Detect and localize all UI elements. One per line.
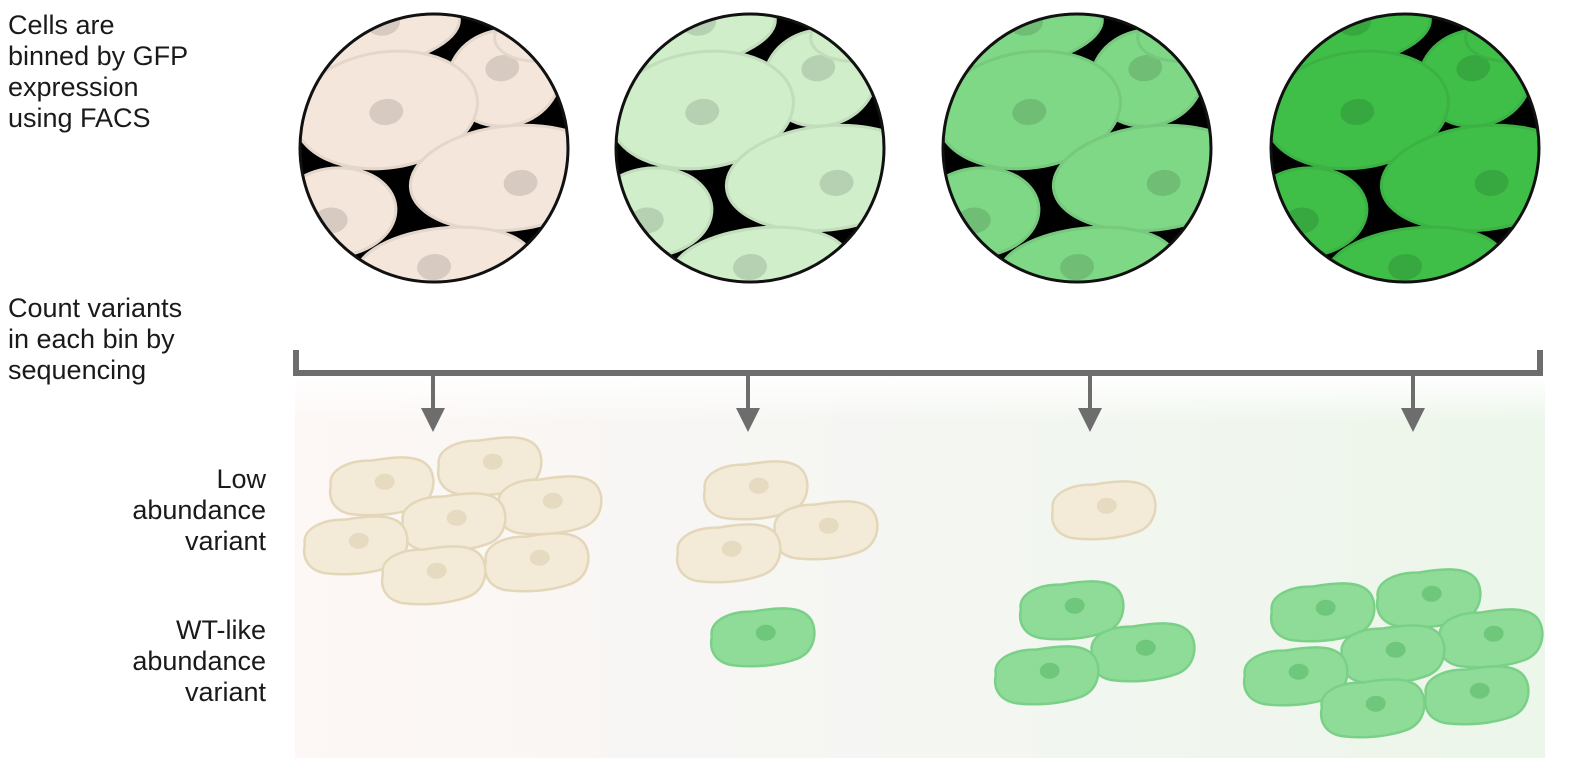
bin-arrow-2	[736, 375, 760, 432]
cell-nucleus	[1388, 253, 1423, 281]
cell-nucleus	[853, 16, 884, 44]
low-abundance-label: Low abundance variant	[132, 464, 266, 556]
cell-nucleus	[721, 540, 742, 557]
cell-nucleus	[529, 549, 550, 566]
step1-label: Cells are binned by GFP expression using…	[8, 10, 189, 133]
low-variant-cell-bin-2	[772, 500, 879, 561]
step2-label: Count variants in each bin by sequencing	[8, 293, 183, 385]
cell-nucleus	[446, 509, 467, 526]
cell-nucleus	[685, 98, 720, 126]
low-variant-cell-bin-1	[380, 545, 487, 606]
bin-circle-outline	[1269, 12, 1541, 284]
cell-nucleus	[1096, 497, 1117, 514]
cell-nucleus	[542, 492, 563, 509]
cell-nucleus	[374, 473, 395, 490]
cell-nucleus	[1365, 695, 1386, 712]
cell-nucleus	[755, 624, 776, 641]
wt-variant-cell-bin-3	[993, 645, 1100, 706]
cell-nucleus	[503, 169, 538, 196]
cell-nucleus	[1474, 169, 1509, 196]
cell-nucleus	[1385, 641, 1406, 658]
wt-variant-cell-bin-4	[1242, 646, 1349, 707]
facs-bin-4	[1269, 12, 1541, 284]
cell-nucleus	[426, 562, 447, 579]
cell-nucleus	[417, 253, 452, 281]
cell-nucleus	[485, 55, 520, 82]
cell-nucleus	[818, 517, 839, 534]
cell-nucleus	[369, 98, 404, 126]
wt-variant-cell-bin-4	[1269, 582, 1376, 643]
cell-nucleus	[1060, 253, 1095, 281]
cell-nucleus	[1180, 16, 1211, 44]
low-variant-cell-bin-1	[328, 456, 435, 517]
cell-nucleus	[1135, 639, 1156, 656]
cell-nucleus	[1456, 55, 1491, 82]
cell-nucleus	[1483, 625, 1504, 642]
bin-arrow-4	[1401, 375, 1425, 432]
cell-nucleus	[1128, 55, 1163, 82]
cell-nucleus	[1315, 599, 1336, 616]
cell	[1271, 49, 1450, 171]
bin-circle-outline	[298, 12, 570, 284]
facs-bin-1	[298, 12, 570, 284]
low-variant-cell-bin-1	[483, 532, 590, 593]
cell-nucleus	[1508, 16, 1539, 44]
wt-abundance-label: WT-like abundance variant	[132, 615, 266, 707]
cell-nucleus	[1064, 597, 1085, 614]
cell-nucleus	[1039, 662, 1060, 679]
cell-nucleus	[1340, 98, 1375, 126]
wt-variant-cell-bin-4	[1423, 665, 1530, 726]
cell-nucleus	[1469, 682, 1490, 699]
cell-nucleus	[348, 532, 369, 549]
cell-nucleus	[1012, 98, 1047, 126]
cell-nucleus	[537, 16, 568, 44]
cell	[943, 49, 1122, 171]
bracket-line	[293, 350, 1543, 376]
low-variant-cell-bin-3	[1050, 480, 1157, 541]
cell	[300, 49, 479, 171]
cell-nucleus	[801, 55, 836, 82]
bin-arrow-3	[1078, 375, 1102, 432]
bin-circle-outline	[941, 12, 1213, 284]
cell-nucleus	[482, 453, 503, 470]
wt-variant-cell-bin-3	[1018, 580, 1125, 641]
facs-bin-3	[941, 12, 1213, 284]
cell-nucleus	[1421, 585, 1442, 602]
cell-nucleus	[1288, 663, 1309, 680]
bin-circle-outline	[614, 12, 886, 284]
wt-variant-cell-bin-2	[709, 607, 816, 668]
wt-variant-cell-bin-4	[1437, 608, 1544, 669]
wt-variant-cell-bin-4	[1319, 678, 1426, 739]
wt-variant-cell-bin-3	[1089, 622, 1196, 683]
cell-nucleus	[1146, 169, 1181, 196]
bin-arrow-1	[421, 375, 445, 432]
cell	[616, 49, 795, 171]
cell-nucleus	[819, 169, 854, 196]
low-variant-cell-bin-1	[496, 475, 603, 536]
low-variant-cell-bin-2	[702, 460, 809, 521]
facs-bin-2	[614, 12, 886, 284]
cell-nucleus	[733, 253, 768, 281]
low-variant-cell-bin-2	[675, 523, 782, 584]
low-variant-cell-bin-1	[302, 515, 409, 576]
cell-nucleus	[748, 477, 769, 494]
